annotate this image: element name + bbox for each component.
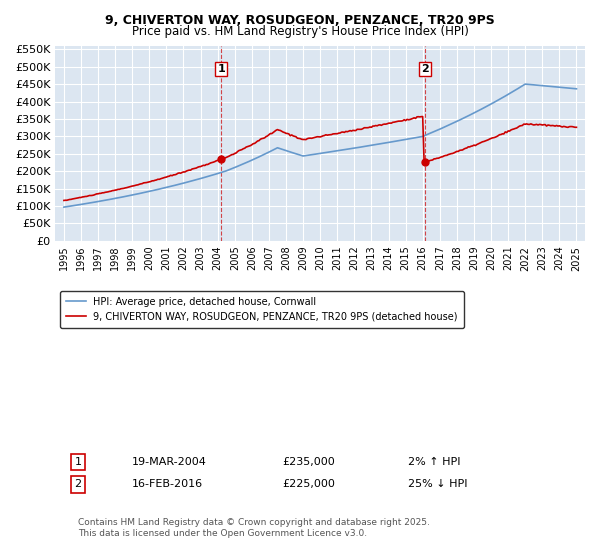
9, CHIVERTON WAY, ROSUDGEON, PENZANCE, TR20 9PS (detached house) [512, 125, 519, 132]
Text: 16-FEB-2016: 16-FEB-2016 [132, 479, 203, 489]
HPI: Average price, detached house, Cornwall: (2e+03, 1.49e+05): Average price, detached house, Cornwall:… [155, 186, 163, 193]
Line: 9, CHIVERTON WAY, ROSUDGEON, PENZANCE, TR20 9PS (detached house): 9, CHIVERTON WAY, ROSUDGEON, PENZANCE, T… [64, 116, 577, 200]
Text: Price paid vs. HM Land Registry's House Price Index (HPI): Price paid vs. HM Land Registry's House … [131, 25, 469, 38]
HPI: Average price, detached house, Cornwall: (2.02e+03, 4.3e+05): Average price, detached house, Cornwall:… [510, 88, 517, 95]
Text: 2: 2 [74, 479, 82, 489]
9, CHIVERTON WAY, ROSUDGEON, PENZANCE, TR20 9PS (detached house) [61, 197, 68, 204]
HPI: Average price, detached house, Cornwall: (2.01e+03, 2.75e+05): Average price, detached house, Cornwall:… [369, 142, 376, 148]
Text: £225,000: £225,000 [282, 479, 335, 489]
Text: 9, CHIVERTON WAY, ROSUDGEON, PENZANCE, TR20 9PS: 9, CHIVERTON WAY, ROSUDGEON, PENZANCE, T… [105, 14, 495, 27]
9, CHIVERTON WAY, ROSUDGEON, PENZANCE, TR20 9PS (detached house) [74, 194, 82, 201]
Text: Contains HM Land Registry data © Crown copyright and database right 2025.
This d: Contains HM Land Registry data © Crown c… [78, 518, 430, 538]
Text: 1: 1 [217, 64, 225, 74]
9, CHIVERTON WAY, ROSUDGEON, PENZANCE, TR20 9PS (detached house) [380, 121, 388, 128]
9, CHIVERTON WAY, ROSUDGEON, PENZANCE, TR20 9PS (detached house) [573, 124, 580, 130]
Text: 1: 1 [74, 457, 82, 467]
9, CHIVERTON WAY, ROSUDGEON, PENZANCE, TR20 9PS (detached house) [369, 123, 376, 129]
HPI: Average price, detached house, Cornwall: (2e+03, 9.67e+04): Average price, detached house, Cornwall:… [61, 204, 68, 211]
Line: HPI: Average price, detached house, Cornwall: HPI: Average price, detached house, Corn… [64, 84, 577, 207]
Text: 2: 2 [421, 64, 428, 74]
HPI: Average price, detached house, Cornwall: (2.01e+03, 2.67e+05): Average price, detached house, Cornwall:… [352, 144, 359, 151]
HPI: Average price, detached house, Cornwall: (2e+03, 1.03e+05): Average price, detached house, Cornwall:… [74, 202, 82, 208]
Legend: HPI: Average price, detached house, Cornwall, 9, CHIVERTON WAY, ROSUDGEON, PENZA: HPI: Average price, detached house, Corn… [60, 291, 464, 328]
HPI: Average price, detached house, Cornwall: (2.02e+03, 4.5e+05): Average price, detached house, Cornwall:… [521, 81, 529, 87]
Text: £235,000: £235,000 [282, 457, 335, 467]
9, CHIVERTON WAY, ROSUDGEON, PENZANCE, TR20 9PS (detached house) [352, 127, 359, 134]
Text: 2% ↑ HPI: 2% ↑ HPI [408, 457, 461, 467]
HPI: Average price, detached house, Cornwall: (2.02e+03, 4.37e+05): Average price, detached house, Cornwall:… [573, 86, 580, 92]
HPI: Average price, detached house, Cornwall: (2.01e+03, 2.8e+05): Average price, detached house, Cornwall:… [380, 140, 388, 147]
Text: 25% ↓ HPI: 25% ↓ HPI [408, 479, 467, 489]
9, CHIVERTON WAY, ROSUDGEON, PENZANCE, TR20 9PS (detached house) [419, 113, 426, 120]
9, CHIVERTON WAY, ROSUDGEON, PENZANCE, TR20 9PS (detached house) [155, 176, 163, 183]
Text: 19-MAR-2004: 19-MAR-2004 [132, 457, 207, 467]
